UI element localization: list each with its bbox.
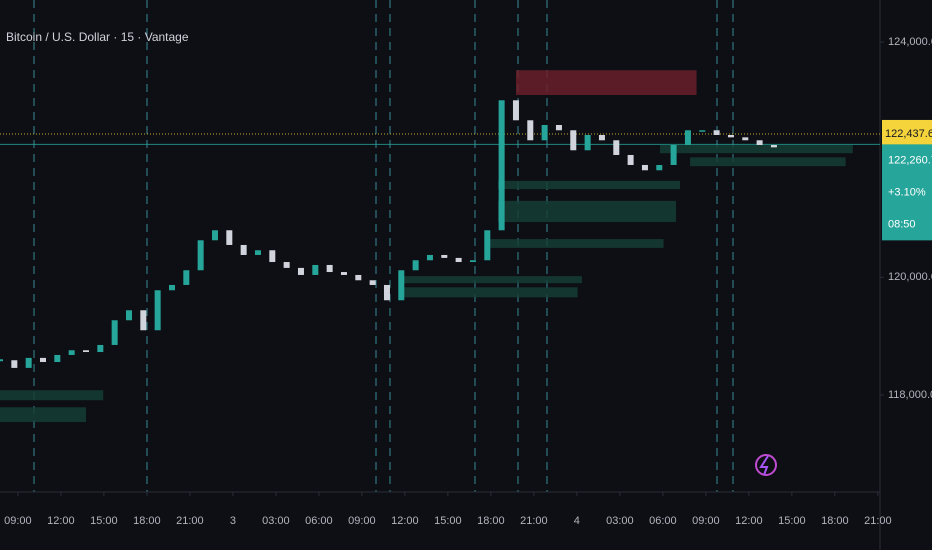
- candle: [111, 320, 118, 345]
- candle: [154, 290, 161, 331]
- candle: [240, 244, 247, 255]
- candle: [713, 130, 720, 135]
- candle: [441, 254, 448, 258]
- candle: [25, 357, 32, 368]
- candle: [770, 144, 777, 148]
- candle: [254, 250, 261, 255]
- candle: [498, 100, 505, 231]
- candle: [426, 254, 433, 261]
- zone: [690, 157, 846, 167]
- candle: [727, 134, 734, 138]
- chart-title: Bitcoin / U.S. Dollar · 15 · Vantage: [6, 30, 189, 44]
- x-tick-label: 12:00: [391, 515, 419, 527]
- last-price-box: [882, 144, 932, 241]
- candle: [269, 250, 276, 263]
- candle: [555, 124, 562, 131]
- candle: [584, 134, 591, 151]
- candle: [11, 360, 18, 368]
- candle: [283, 262, 290, 268]
- candle: [484, 230, 491, 261]
- candle: [82, 350, 89, 353]
- candle: [68, 350, 75, 355]
- x-tick-label: 09:00: [348, 515, 376, 527]
- candle: [312, 264, 319, 275]
- candle: [684, 130, 691, 145]
- candle: [598, 134, 605, 141]
- candle: [699, 130, 706, 132]
- candle: [355, 274, 362, 281]
- candle: [627, 154, 634, 165]
- candle: [125, 310, 132, 321]
- candle: [54, 354, 61, 363]
- candle: [455, 257, 462, 263]
- x-tick-label: 18:00: [477, 515, 505, 527]
- candle: [412, 260, 419, 271]
- x-tick-label: 3: [230, 515, 236, 527]
- candle: [756, 140, 763, 145]
- candle: [340, 272, 347, 275]
- candle: [197, 240, 204, 271]
- candle: [570, 130, 577, 151]
- zone: [490, 239, 664, 248]
- candle: [469, 260, 476, 263]
- x-tick-label: 09:00: [692, 515, 720, 527]
- candle: [97, 344, 104, 353]
- logo: [755, 454, 777, 476]
- candle: [527, 120, 534, 141]
- candle: [183, 270, 190, 285]
- x-tick-label: 4: [574, 515, 580, 527]
- candle: [742, 137, 749, 141]
- zone: [0, 390, 104, 401]
- candle: [398, 270, 405, 301]
- last-change: +3.10%: [888, 186, 926, 198]
- x-tick-label: 21:00: [864, 515, 892, 527]
- x-tick-label: 09:00: [4, 515, 32, 527]
- candle: [211, 230, 218, 241]
- zone: [498, 200, 677, 223]
- countdown: 08:50: [888, 218, 916, 230]
- candle: [541, 124, 548, 141]
- x-tick-label: 18:00: [821, 515, 849, 527]
- x-tick-label: 06:00: [649, 515, 677, 527]
- x-tick-label: 06:00: [305, 515, 333, 527]
- x-tick-label: 12:00: [47, 515, 75, 527]
- candle: [641, 164, 648, 171]
- x-tick-label: 21:00: [176, 515, 204, 527]
- zone: [515, 70, 697, 95]
- candle: [670, 144, 677, 165]
- x-tick-label: 15:00: [434, 515, 462, 527]
- x-tick-label: 15:00: [778, 515, 806, 527]
- zone: [660, 144, 853, 154]
- candle: [140, 310, 147, 331]
- candle: [656, 164, 663, 171]
- candle: [512, 100, 519, 121]
- y-tick-label: 118,000.00: [888, 389, 932, 401]
- zone: [398, 287, 578, 298]
- y-tick-label: 124,000.00: [888, 36, 932, 48]
- candle: [168, 284, 175, 291]
- x-tick-label: 03:00: [262, 515, 290, 527]
- candle: [613, 140, 620, 155]
- x-tick-label: 12:00: [735, 515, 763, 527]
- price-label-bg: [882, 119, 932, 148]
- candle: [297, 267, 304, 275]
- zone: [402, 276, 582, 284]
- candle: [39, 357, 46, 363]
- x-tick-label: 15:00: [90, 515, 118, 527]
- price-label: 122,437.63: [885, 128, 932, 140]
- candle: [369, 280, 376, 285]
- x-tick-label: 21:00: [520, 515, 548, 527]
- zone: [0, 407, 86, 423]
- last-price-label: 122,260.77: [888, 154, 932, 166]
- y-tick-label: 120,000.00: [888, 271, 932, 283]
- x-tick-label: 03:00: [606, 515, 634, 527]
- zone: [498, 180, 681, 190]
- candle: [226, 230, 233, 245]
- candle: [383, 284, 390, 301]
- x-tick-label: 18:00: [133, 515, 161, 527]
- candle: [326, 264, 333, 273]
